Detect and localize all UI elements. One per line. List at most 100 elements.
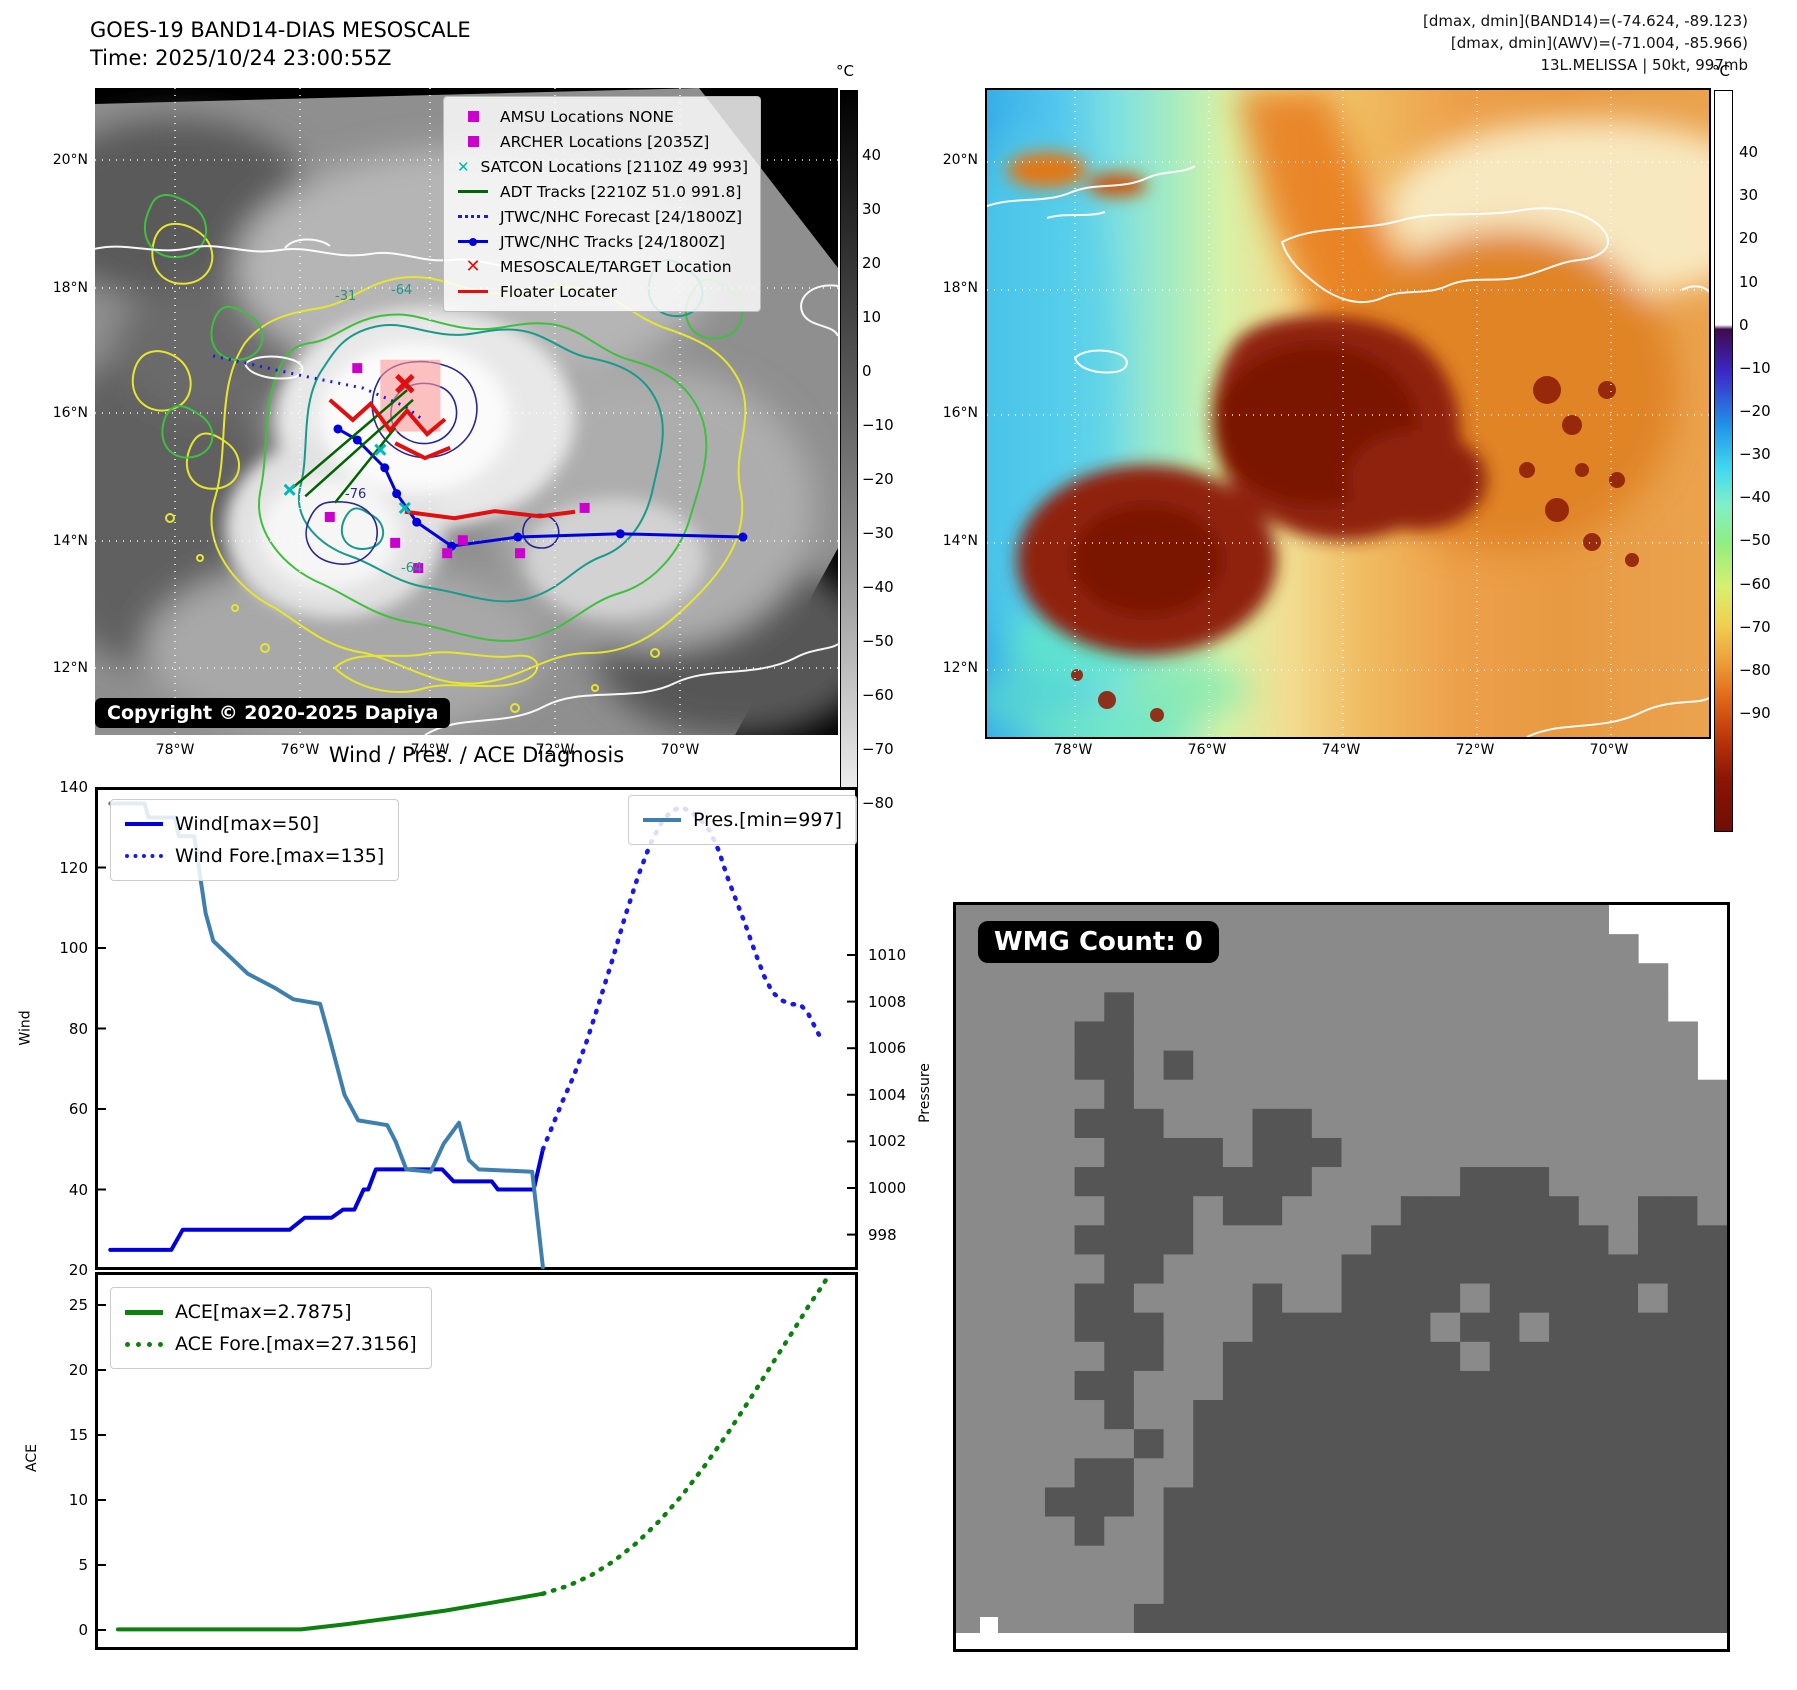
wmg-cell-light xyxy=(1460,963,1491,993)
wmg-cell-light xyxy=(1371,1079,1402,1110)
wmg-cell-light xyxy=(1222,934,1254,964)
wmg-cell-dark xyxy=(1133,1254,1165,1285)
wmg-cell-light xyxy=(1282,1283,1313,1314)
wmg-cell-dark xyxy=(1578,1516,1609,1547)
wmg-cell-light xyxy=(985,1079,1016,1110)
wmg-cell-dark xyxy=(1371,1283,1402,1314)
wmg-cell-dark xyxy=(1252,1108,1283,1139)
wmg-cell-dark xyxy=(1371,1545,1402,1576)
wmg-cell-light xyxy=(985,1225,1016,1256)
pressure-ytick: 1000 xyxy=(868,1179,907,1197)
wmg-cell-light xyxy=(1193,1108,1224,1139)
wmg-cell-light xyxy=(1341,1050,1372,1081)
jtwc-track-point xyxy=(513,532,523,542)
wmg-cell-light xyxy=(1044,1370,1076,1401)
wmg-cell-light xyxy=(1341,934,1372,964)
ace-ytick: 20 xyxy=(68,1361,88,1379)
wmg-cell-light xyxy=(1252,1225,1283,1256)
wmg-cell-light xyxy=(1163,1312,1194,1343)
wmg-cell-light xyxy=(985,1545,1016,1576)
wmg-cell-dark xyxy=(1104,1225,1135,1256)
wmg-cell-dark xyxy=(1311,1458,1343,1488)
wmg-cell-light xyxy=(1193,1079,1224,1110)
map-legend-item: JTWC/NHC Forecast [24/1800Z] xyxy=(456,204,748,229)
wmg-cell-light xyxy=(1578,1167,1609,1197)
wmg-cell-light xyxy=(1074,1545,1105,1576)
wmg-cell-light xyxy=(1133,992,1165,1023)
wind-ytick: 80 xyxy=(68,1019,88,1038)
wmg-cell-dark xyxy=(1489,1603,1521,1633)
awv-colorbar-tick: 40 xyxy=(1739,143,1759,162)
wmg-cell-light xyxy=(1163,1283,1194,1314)
wmg-cell-dark xyxy=(1489,1283,1521,1314)
wmg-cell-dark xyxy=(1163,1137,1194,1168)
wmg-cell-light xyxy=(1371,1021,1402,1052)
wmg-cell-light xyxy=(1519,1050,1550,1081)
X-marker-icon: ✕ xyxy=(465,255,481,277)
wmg-cell-dark xyxy=(1104,1137,1135,1168)
wmg-cell-dark xyxy=(1519,1167,1550,1197)
coastlines xyxy=(987,165,1709,737)
awv-satellite-image xyxy=(987,90,1709,737)
wmg-cell-light xyxy=(1222,1225,1254,1256)
wmg-cell-dark xyxy=(1222,1516,1254,1547)
wmg-cell-light xyxy=(1400,1050,1432,1081)
wmg-cell-light xyxy=(1222,1050,1254,1081)
wmg-cell-dark xyxy=(1608,1574,1639,1605)
wmg-cell-dark xyxy=(1608,1283,1639,1314)
wmg-cell-light xyxy=(985,1108,1016,1139)
archer-location-marker xyxy=(413,563,424,574)
wmg-cell-light xyxy=(1282,1196,1313,1226)
satcon-location-marker xyxy=(398,501,411,514)
wmg-cell-light xyxy=(1074,992,1105,1023)
wmg-cell-dark xyxy=(1549,1312,1580,1343)
wmg-cell-light xyxy=(1430,963,1461,993)
wmg-cell-light xyxy=(1163,1254,1194,1285)
awv-lon-label: 76°W xyxy=(1187,742,1227,758)
wmg-cell-light xyxy=(1460,1079,1491,1110)
line-marker-icon xyxy=(456,290,490,293)
wmg-cell-light xyxy=(985,1370,1016,1401)
wmg-cell-light xyxy=(1578,905,1609,935)
wmg-cell-light xyxy=(1044,1429,1076,1459)
adt-track xyxy=(304,398,414,498)
awv-lon-label: 78°W xyxy=(1053,742,1093,758)
wmg-cell-dark xyxy=(1104,1196,1135,1226)
wmg-cell-light xyxy=(1341,1225,1372,1256)
wmg-cell-light xyxy=(985,1021,1016,1052)
wmg-cell-dark xyxy=(1104,1458,1135,1488)
wmg-cell-dark xyxy=(1638,1516,1669,1547)
wmg-cell-dark xyxy=(1667,1516,1698,1547)
archer-location-marker xyxy=(457,535,468,546)
wmg-cell-light xyxy=(956,1167,987,1197)
wmg-cell-light xyxy=(1044,1167,1076,1197)
wmg-cell-dark xyxy=(1608,1603,1639,1633)
wmg-cell-dark xyxy=(1519,1196,1550,1226)
awv-colorbar-tick: 0 xyxy=(1739,315,1749,334)
series-Wind Fore.[max=135] xyxy=(540,804,823,1152)
wmg-cell-light xyxy=(1489,1137,1521,1168)
wmg-cell-light xyxy=(1015,992,1046,1023)
wmg-cell-dark xyxy=(1074,1167,1105,1197)
wmg-cell-dark xyxy=(1697,1429,1727,1459)
wmg-cell-dark xyxy=(1549,1341,1580,1372)
wmg-cell-dark xyxy=(1697,1254,1727,1285)
wmg-cell-light xyxy=(1371,1108,1402,1139)
wmg-cell-light xyxy=(1578,934,1609,964)
wmg-cell-dark xyxy=(1667,1487,1698,1518)
awv-lon-label: 74°W xyxy=(1321,742,1361,758)
wmg-cell-dark xyxy=(1163,1225,1194,1256)
wmg-cell-light xyxy=(1193,1312,1224,1343)
wmg-cell-dark xyxy=(1667,1341,1698,1372)
wmg-cell-light xyxy=(1044,1516,1076,1547)
wmg-cell-dark xyxy=(1697,1341,1727,1372)
wmg-cell-light xyxy=(1638,1137,1669,1168)
floater-track xyxy=(404,509,576,521)
wmg-cell-light xyxy=(1549,1137,1580,1168)
wmg-cell-dark xyxy=(1608,1400,1639,1430)
pressure-ytick: 1002 xyxy=(868,1132,907,1151)
wmg-cell-dark xyxy=(1133,1137,1165,1168)
wmg-cell-light xyxy=(1608,992,1639,1023)
wmg-cell-dark xyxy=(1430,1283,1461,1314)
wmg-cell-dark xyxy=(1608,1487,1639,1518)
